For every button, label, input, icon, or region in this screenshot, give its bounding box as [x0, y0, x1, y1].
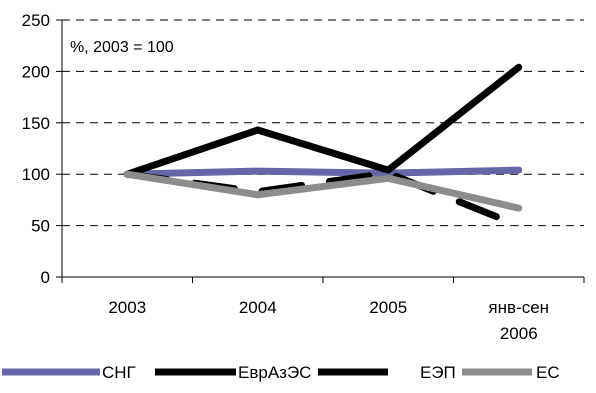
- data-point-ЕС-0: [126, 173, 128, 175]
- chart-annotation: %, 2003 = 100: [70, 39, 174, 56]
- series-line-ЕС: [123, 170, 523, 212]
- data-point-ЕврАзЭС-2: [387, 169, 389, 171]
- x-tick-label-3-0: янв-сен: [488, 298, 549, 317]
- y-tick-label-250: 250: [22, 11, 50, 30]
- data-point-ЕврАзЭС-3: [518, 66, 520, 68]
- data-point-ЕврАзЭС-1: [257, 129, 259, 131]
- legend-label-ЕврАзЭС: ЕврАзЭС: [238, 363, 311, 382]
- series-line-ЕврАзЭС: [123, 63, 523, 178]
- x-tick-label-3-1: 2006: [500, 324, 538, 343]
- axes: [56, 19, 585, 283]
- tick-labels: 0 50 100 150 200 250 2003 2004 2005 янв-сен 2006: [22, 11, 549, 343]
- x-tick-label-2: 2005: [369, 298, 407, 317]
- series-lines: [123, 63, 523, 230]
- data-point-СНГ-1: [257, 170, 259, 172]
- series-line-СНГ: [123, 166, 523, 178]
- data-point-ЕЭП-3: [518, 225, 520, 227]
- legend-label-ЕС: ЕС: [536, 363, 560, 382]
- y-tick-label-100: 100: [22, 165, 50, 184]
- y-tick-label-0: 0: [41, 268, 50, 287]
- x-tick-label-1: 2004: [239, 298, 277, 317]
- data-point-СНГ-3: [518, 169, 520, 171]
- x-tick-label-0: 2003: [108, 298, 146, 317]
- data-point-ЕЭП-2: [387, 172, 389, 174]
- legend: СНГ ЕврАзЭС ЕЭП ЕС: [2, 363, 560, 382]
- y-tick-label-50: 50: [31, 217, 50, 236]
- legend-label-ЕЭП: ЕЭП: [420, 363, 456, 382]
- legend-label-СНГ: СНГ: [102, 363, 136, 382]
- data-point-ЕС-1: [257, 194, 259, 196]
- y-tick-label-200: 200: [22, 62, 50, 81]
- data-point-ЕС-2: [387, 177, 389, 179]
- y-tick-label-150: 150: [22, 114, 50, 133]
- data-point-ЕС-3: [518, 207, 520, 209]
